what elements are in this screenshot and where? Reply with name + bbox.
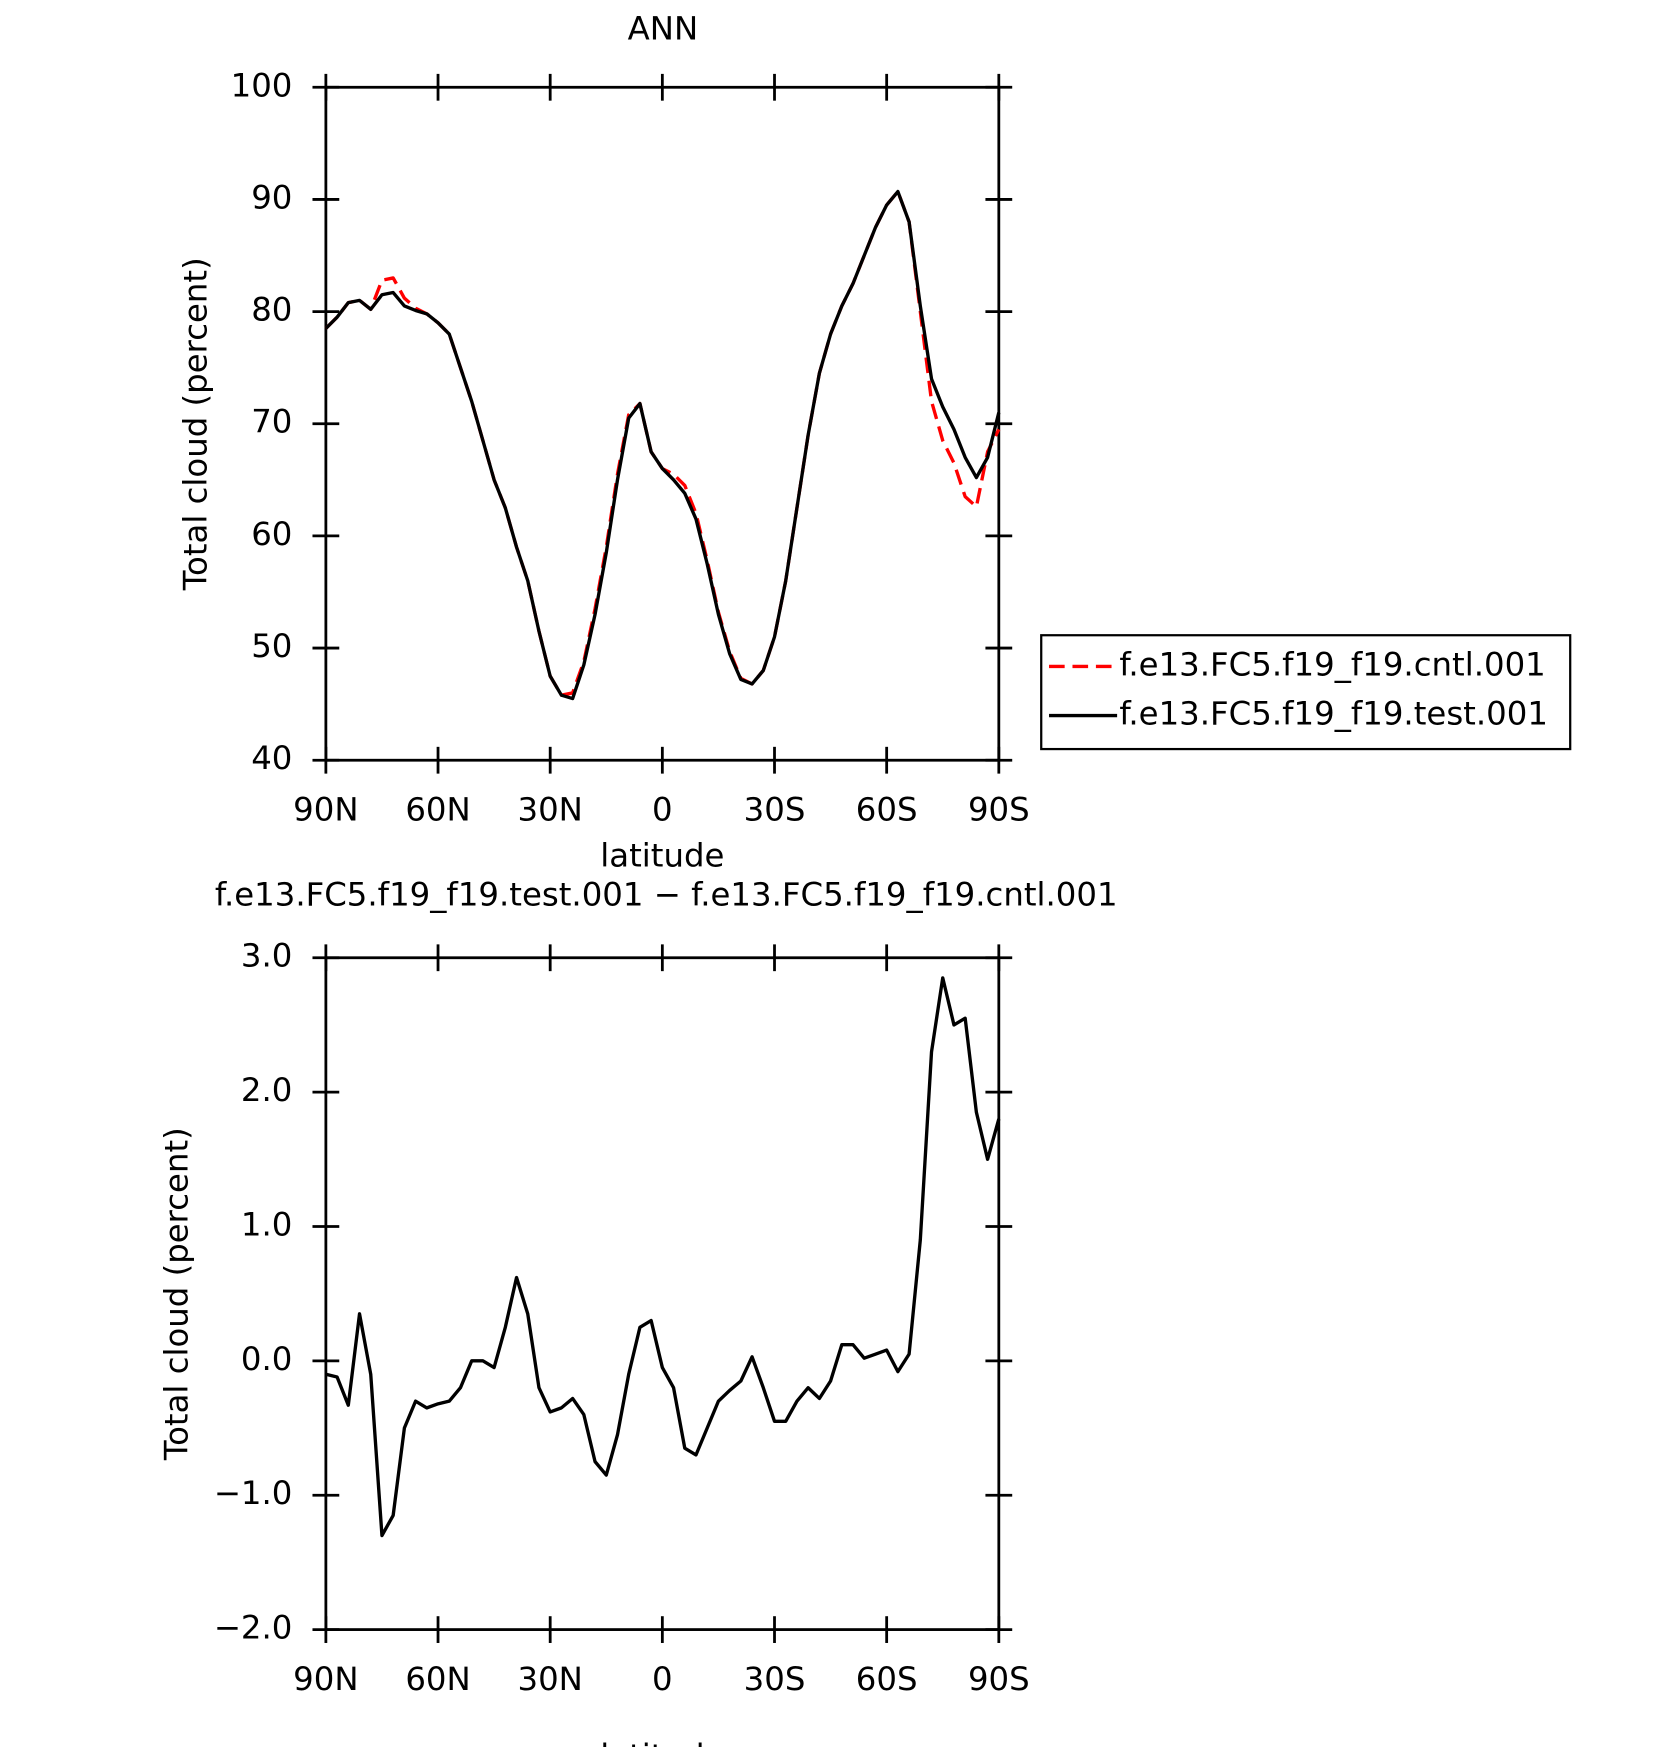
x-tick-label: 30N	[517, 791, 582, 829]
y-tick-label: 70	[251, 403, 292, 441]
plot-frame	[324, 85, 1001, 762]
x-axis-label: latitude	[600, 836, 724, 874]
x-tick-label: 60N	[405, 791, 470, 829]
y-tick-label: 50	[251, 627, 292, 665]
data-line	[325, 976, 1001, 1538]
y-tick-label: 60	[251, 515, 292, 553]
x-tick-label: 60S	[856, 791, 918, 829]
y-tick-label: −2.0	[214, 1609, 293, 1647]
x-tick-label: 90N	[293, 791, 358, 829]
chart-title: ANN	[628, 9, 699, 47]
x-tick-label: 0	[652, 791, 673, 829]
y-tick-label: 1.0	[241, 1205, 292, 1243]
y-axis-label: Total cloud (percent)	[177, 257, 215, 591]
y-tick-label: 100	[231, 66, 293, 104]
legend-label: f.e13.FC5.f19_f19.test.001	[1119, 695, 1548, 733]
x-tick-label: 30S	[744, 1660, 806, 1698]
x-tick-label: 30N	[517, 1660, 582, 1698]
chart-title: f.e13.FC5.f19_f19.test.001 − f.e13.FC5.f…	[215, 875, 1118, 913]
data-line	[324, 189, 1001, 701]
y-tick-label: 40	[251, 739, 292, 777]
y-tick-label: 3.0	[241, 937, 292, 975]
legend-label: f.e13.FC5.f19_f19.cntl.001	[1119, 645, 1545, 683]
x-tick-label: 30S	[744, 791, 806, 829]
y-tick-label: 2.0	[241, 1071, 292, 1109]
x-tick-label: 90N	[293, 1660, 358, 1698]
x-tick-label: 60S	[856, 1660, 918, 1698]
y-axis-label: Total cloud (percent)	[158, 1127, 196, 1461]
x-tick-label: 90S	[968, 791, 1030, 829]
x-tick-label: 90S	[968, 1660, 1030, 1698]
x-tick-label: 0	[652, 1660, 673, 1698]
legend-box	[1040, 634, 1572, 751]
plot-frame	[324, 956, 1001, 1631]
data-line	[324, 189, 1001, 697]
y-tick-label: 80	[251, 291, 292, 329]
y-tick-label: −1.0	[214, 1474, 293, 1512]
y-tick-label: 0.0	[241, 1340, 292, 1378]
x-axis-label: latitude	[600, 1737, 724, 1747]
y-tick-label: 90	[251, 178, 292, 216]
x-tick-label: 60N	[405, 1660, 470, 1698]
